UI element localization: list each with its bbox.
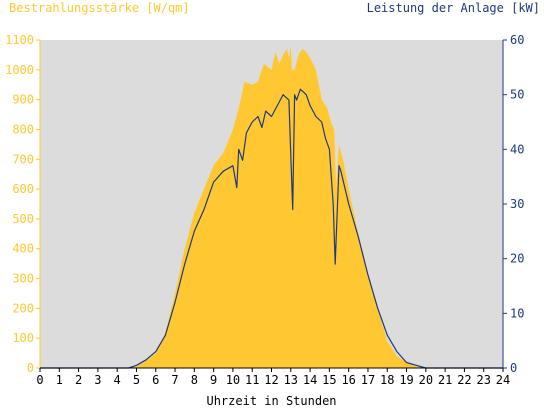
- left-tick-label: 200: [12, 301, 34, 315]
- x-tick-label: 18: [380, 373, 394, 387]
- x-axis-title: Uhrzeit in Stunden: [206, 394, 336, 408]
- x-tick-label: 5: [133, 373, 140, 387]
- x-tick-label: 19: [399, 373, 413, 387]
- left-tick-label: 700: [12, 152, 34, 166]
- left-tick-label: 900: [12, 93, 34, 107]
- x-tick-label: 12: [264, 373, 278, 387]
- x-tick-label: 14: [303, 373, 317, 387]
- x-tick-label: 1: [56, 373, 63, 387]
- right-tick-label: 50: [510, 88, 524, 102]
- x-tick-label: 15: [322, 373, 336, 387]
- x-tick-label: 3: [94, 373, 101, 387]
- x-tick-label: 2: [75, 373, 82, 387]
- left-tick-label: 0: [27, 361, 34, 375]
- left-tick-label: 400: [12, 242, 34, 256]
- x-tick-label: 16: [341, 373, 355, 387]
- irradiance-area: [40, 46, 503, 368]
- x-tick-label: 0: [36, 373, 43, 387]
- left-tick-label: 1100: [5, 33, 34, 47]
- left-axis-title: Bestrahlungsstärke [W/qm]: [9, 1, 190, 15]
- x-tick-label: 11: [245, 373, 259, 387]
- right-tick-label: 0: [510, 361, 517, 375]
- left-tick-label: 600: [12, 182, 34, 196]
- x-tick-label: 13: [284, 373, 298, 387]
- x-tick-label: 7: [171, 373, 178, 387]
- right-tick-label: 60: [510, 33, 524, 47]
- right-tick-label: 10: [510, 306, 524, 320]
- x-tick-label: 6: [152, 373, 159, 387]
- x-tick-label: 8: [191, 373, 198, 387]
- right-tick-label: 20: [510, 252, 524, 266]
- right-axis-title: Leistung der Anlage [kW]: [367, 1, 540, 15]
- left-tick-label: 800: [12, 122, 34, 136]
- left-tick-label: 500: [12, 212, 34, 226]
- x-tick-label: 9: [210, 373, 217, 387]
- x-tick-label: 20: [419, 373, 433, 387]
- x-tick-label: 10: [226, 373, 240, 387]
- left-tick-label: 300: [12, 272, 34, 286]
- x-tick-label: 22: [457, 373, 471, 387]
- right-tick-label: 40: [510, 142, 524, 156]
- left-tick-label: 100: [12, 331, 34, 345]
- left-tick-label: 1000: [5, 63, 34, 77]
- x-tick-label: 21: [438, 373, 452, 387]
- right-tick-label: 30: [510, 197, 524, 211]
- power-line: [40, 88, 503, 369]
- x-tick-label: 4: [114, 373, 121, 387]
- x-tick-label: 23: [476, 373, 490, 387]
- x-tick-label: 17: [361, 373, 375, 387]
- x-tick-label: 24: [496, 373, 510, 387]
